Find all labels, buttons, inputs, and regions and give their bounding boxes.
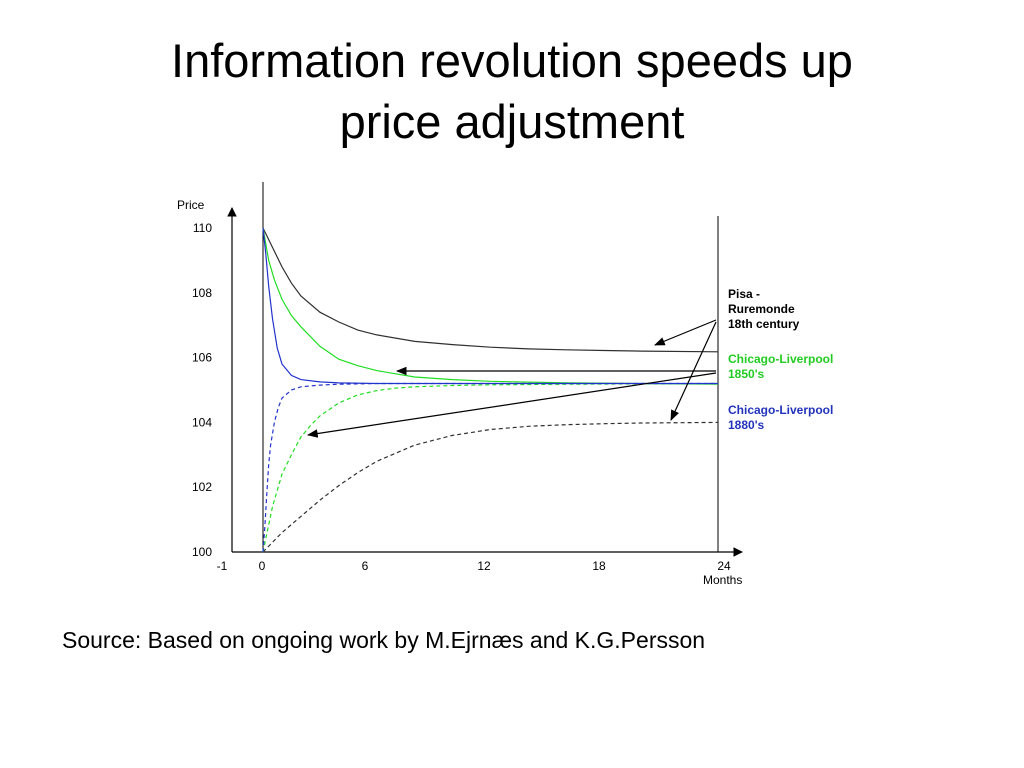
pointer-1850-lower: [306, 372, 717, 438]
x-tick-label: 0: [259, 559, 266, 573]
legend-label-cl1850: Chicago-Liverpool: [728, 352, 833, 366]
y-tick-label: 100: [192, 545, 212, 559]
series-pisa-lower: [262, 421, 719, 553]
y-tick-label: 102: [192, 480, 212, 494]
x-tick-label: 12: [477, 559, 491, 573]
legend-label-cl1850: 1850's: [728, 367, 765, 381]
y-tick-label: 106: [192, 351, 212, 365]
y-tick-label: 108: [192, 286, 212, 300]
legend-label-pisa: Pisa -: [728, 287, 760, 301]
x-tick-label: 24: [717, 559, 731, 573]
legend-label-cl1880: Chicago-Liverpool: [728, 403, 833, 417]
series-pisa-upper: [262, 227, 719, 353]
pointer-pisa-upper: [654, 319, 717, 346]
series-cl1850-upper: [262, 227, 719, 385]
source-note: Source: Based on ongoing work by M.Ejrnæ…: [62, 627, 706, 653]
y-tick-label: 110: [193, 221, 212, 235]
legend-label-pisa: Ruremonde: [728, 302, 795, 316]
slide-title: Information revolution speeds up price a…: [0, 30, 1024, 152]
legend-label-cl1880: 1880's: [728, 418, 765, 432]
series-cl1880-lower: [262, 382, 718, 553]
legend-label-pisa: 18th century: [728, 317, 800, 331]
title-line-2: price adjustment: [339, 95, 685, 148]
series-cl1880-upper: [262, 227, 718, 385]
y-tick-label: 104: [192, 415, 212, 429]
x-tick-label: 6: [362, 559, 369, 573]
x-axis-label: Months: [703, 573, 742, 587]
series-cl1850-lower: [262, 382, 719, 553]
x-tick-label: -1: [217, 559, 228, 573]
title-line-1: Information revolution speeds up: [171, 34, 853, 87]
x-tick-label: 18: [592, 559, 606, 573]
y-axis-label: Price: [177, 198, 205, 212]
